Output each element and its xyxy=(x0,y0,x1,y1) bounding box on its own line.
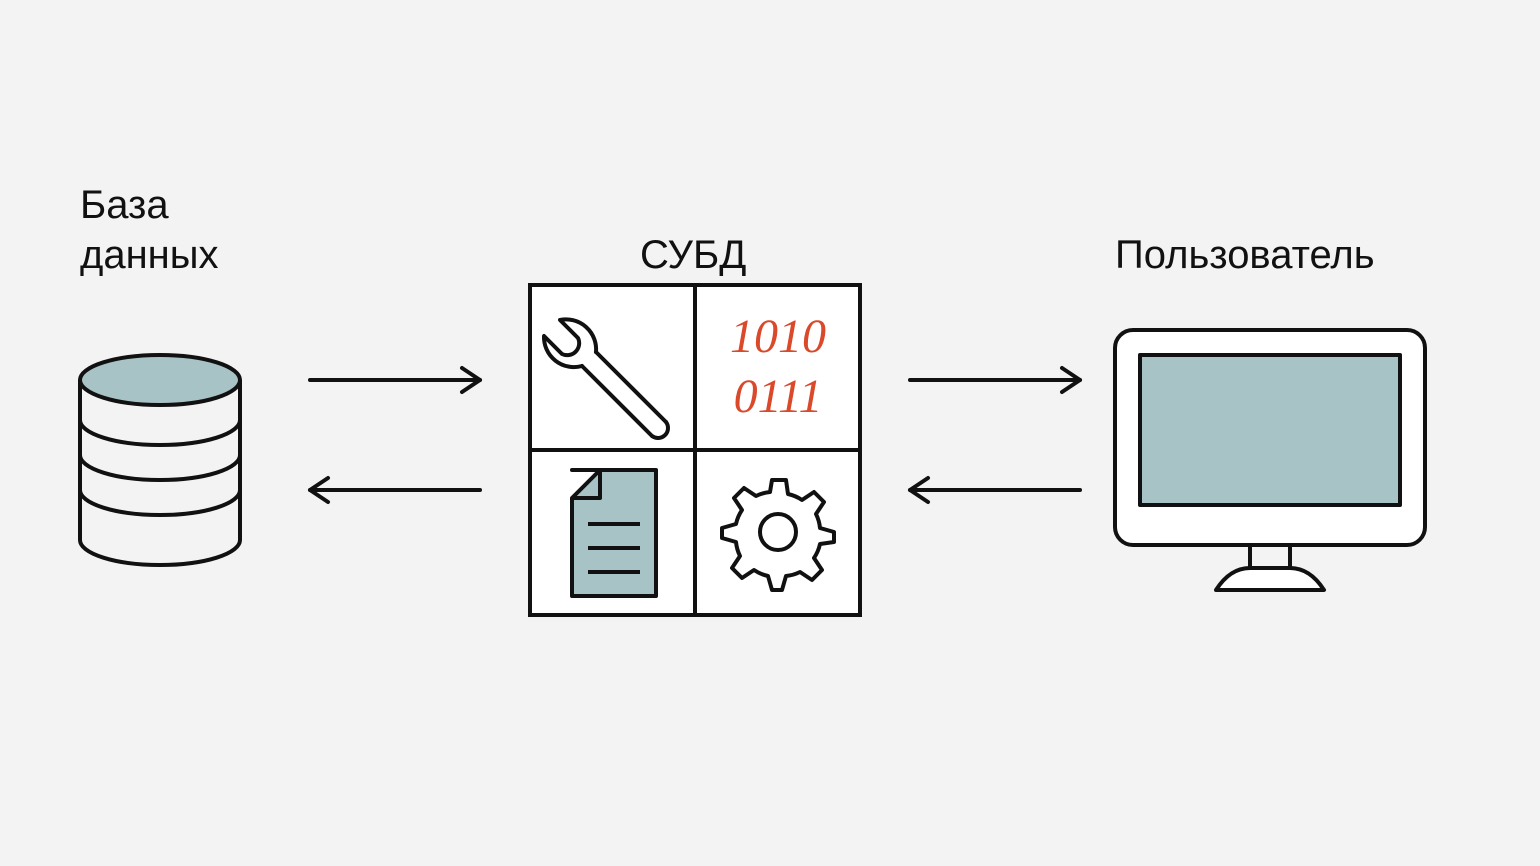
database-icon xyxy=(80,355,240,565)
binary-line-1: 1010 xyxy=(730,310,826,363)
diagram-canvas: 1010 0111 xyxy=(0,0,1540,866)
document-icon xyxy=(572,470,656,596)
monitor-icon xyxy=(1115,330,1425,590)
binary-line-2: 0111 xyxy=(734,370,823,423)
